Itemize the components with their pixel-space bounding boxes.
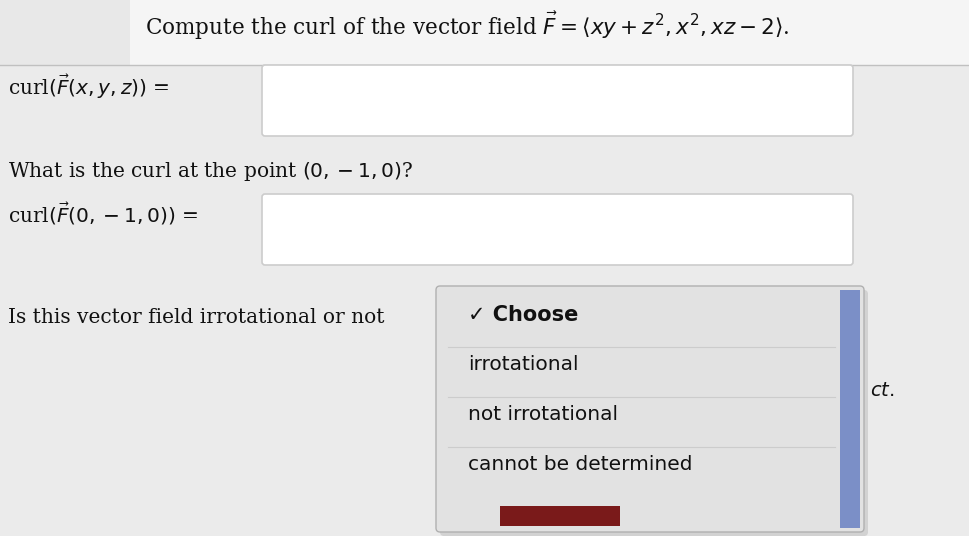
Text: cannot be determined: cannot be determined xyxy=(467,455,692,474)
FancyBboxPatch shape xyxy=(440,290,867,536)
Text: not irrotational: not irrotational xyxy=(467,405,617,424)
Bar xyxy=(0,65,969,536)
FancyBboxPatch shape xyxy=(435,286,863,532)
Bar xyxy=(130,0,969,100)
Text: irrotational: irrotational xyxy=(467,355,578,374)
Text: ✓ Choose: ✓ Choose xyxy=(467,305,578,325)
Text: Compute the curl of the vector field $\vec{F} = \langle xy + z^2, x^2, xz - 2\ra: Compute the curl of the vector field $\v… xyxy=(144,10,789,42)
Text: $\it{ct.}$: $\it{ct.}$ xyxy=(869,382,893,400)
Text: Is this vector field irrotational or not: Is this vector field irrotational or not xyxy=(8,308,384,327)
FancyBboxPatch shape xyxy=(262,194,852,265)
Bar xyxy=(499,506,619,526)
Text: curl$(\vec{F}(x, y, z))$ =: curl$(\vec{F}(x, y, z))$ = xyxy=(8,72,170,101)
Text: What is the curl at the point $(0, -1, 0)$?: What is the curl at the point $(0, -1, 0… xyxy=(8,160,413,183)
FancyBboxPatch shape xyxy=(262,65,852,136)
Text: curl$(\vec{F}(0, -1, 0))$ =: curl$(\vec{F}(0, -1, 0))$ = xyxy=(8,200,198,227)
Bar xyxy=(839,290,860,528)
